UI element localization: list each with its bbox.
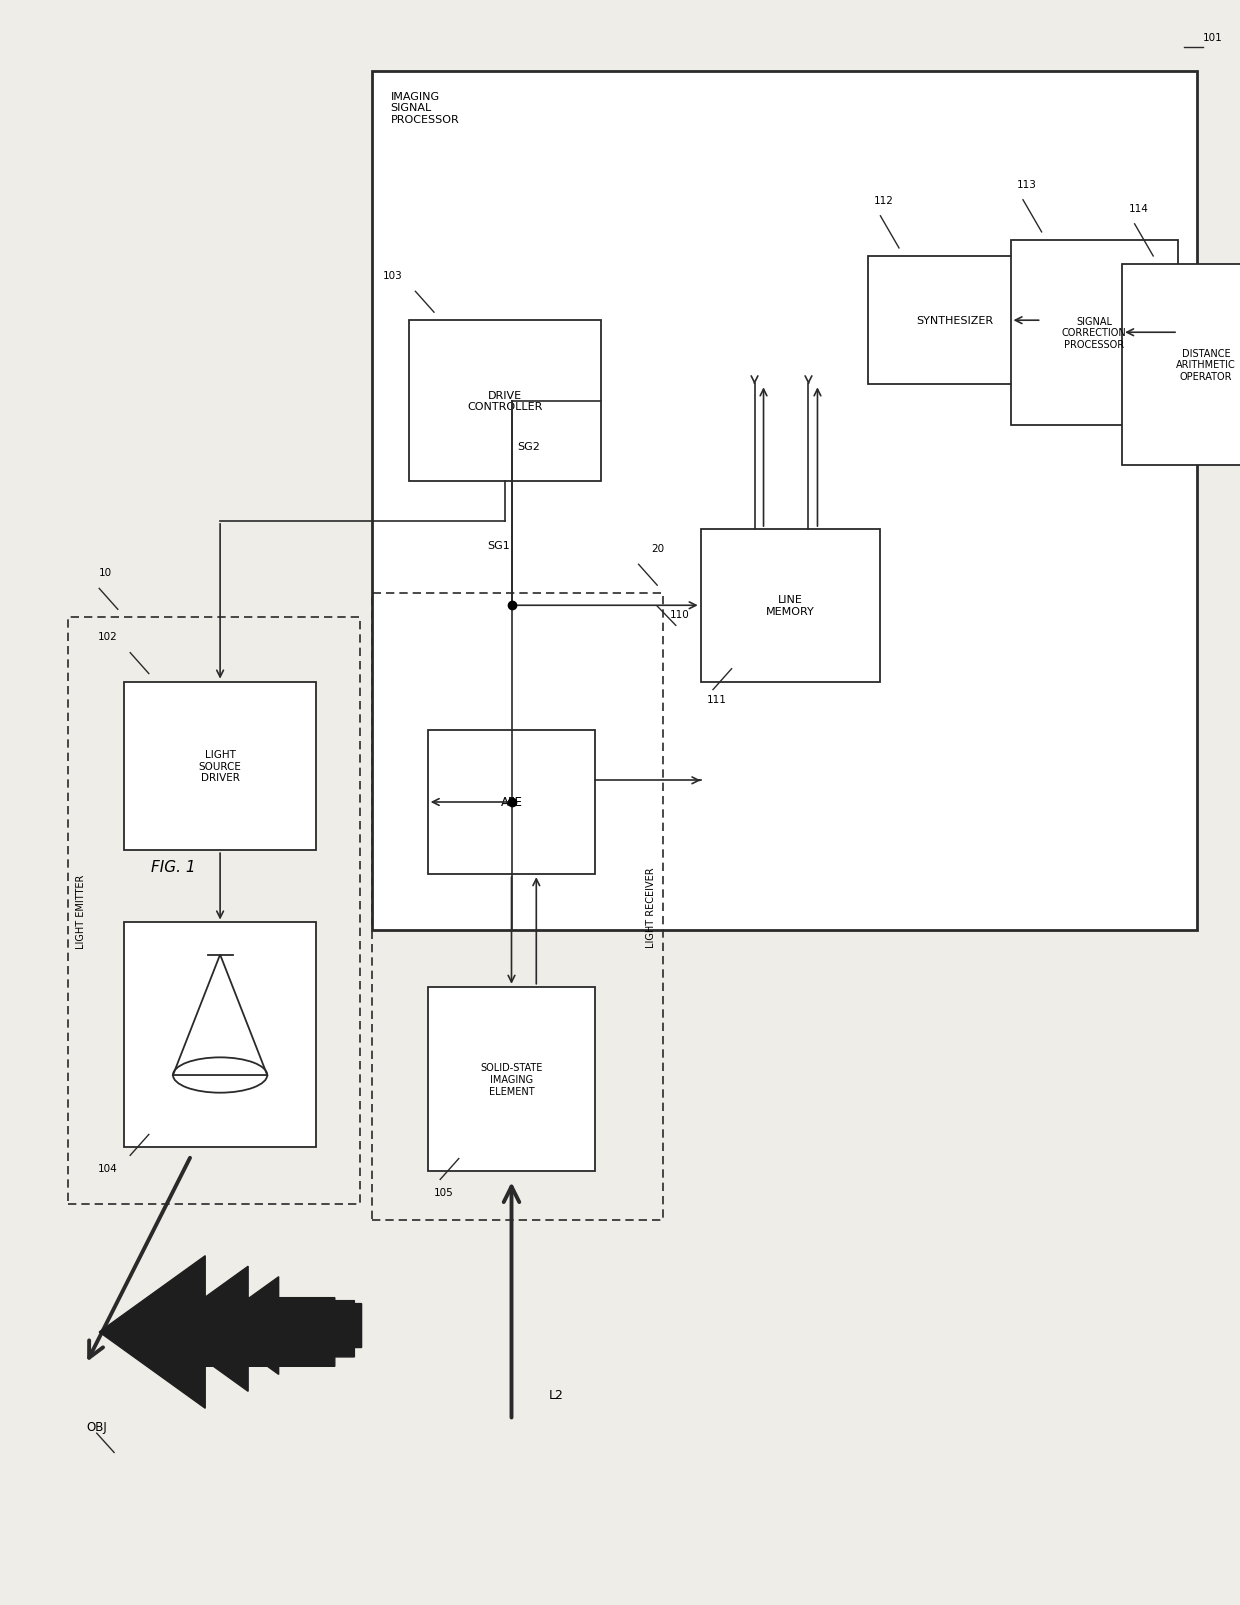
Text: SOLID-STATE
IMAGING
ELEMENT: SOLID-STATE IMAGING ELEMENT <box>480 1063 543 1096</box>
Text: 114: 114 <box>1128 204 1148 213</box>
Text: LIGHT EMITTER: LIGHT EMITTER <box>76 873 86 949</box>
Text: OBJ: OBJ <box>87 1420 108 1433</box>
Bar <box>428 730 595 875</box>
Text: 102: 102 <box>98 632 118 642</box>
Polygon shape <box>161 1266 355 1392</box>
Text: LIGHT RECEIVER: LIGHT RECEIVER <box>646 867 656 947</box>
Text: 111: 111 <box>707 695 727 705</box>
Text: 112: 112 <box>874 196 894 205</box>
Bar <box>124 682 316 851</box>
Text: 104: 104 <box>98 1164 118 1173</box>
Text: LINE
MEMORY: LINE MEMORY <box>766 595 815 616</box>
Text: IMAGING
SIGNAL
PROCESSOR: IMAGING SIGNAL PROCESSOR <box>391 91 459 125</box>
Text: FIG. 1: FIG. 1 <box>151 859 196 875</box>
Bar <box>868 257 1042 385</box>
Text: L1: L1 <box>123 1340 138 1353</box>
Text: LIGHT
SOURCE
DRIVER: LIGHT SOURCE DRIVER <box>198 750 242 783</box>
Text: 113: 113 <box>1017 180 1037 189</box>
Bar <box>409 321 601 482</box>
Bar <box>68 618 360 1204</box>
Bar <box>1122 265 1240 465</box>
Text: SYNTHESIZER: SYNTHESIZER <box>916 316 993 326</box>
Text: 105: 105 <box>434 1188 454 1197</box>
Polygon shape <box>211 1278 362 1374</box>
Text: DISTANCE
ARITHMETIC
OPERATOR: DISTANCE ARITHMETIC OPERATOR <box>1176 348 1236 382</box>
Text: 10: 10 <box>99 568 113 578</box>
Text: 103: 103 <box>383 271 403 281</box>
Text: SG1: SG1 <box>487 541 511 551</box>
Bar <box>428 987 595 1172</box>
Bar <box>372 72 1197 931</box>
Text: 110: 110 <box>670 610 689 620</box>
Text: AFE: AFE <box>501 796 522 809</box>
Text: SG2: SG2 <box>517 441 541 451</box>
Bar <box>701 530 880 682</box>
Bar <box>124 923 316 1148</box>
Text: 101: 101 <box>1203 34 1223 43</box>
Polygon shape <box>99 1255 335 1409</box>
Text: SIGNAL
CORRECTION
PROCESSOR: SIGNAL CORRECTION PROCESSOR <box>1061 316 1127 350</box>
Text: L2: L2 <box>549 1388 563 1401</box>
Bar <box>1011 241 1178 425</box>
Text: DRIVE
CONTROLLER: DRIVE CONTROLLER <box>467 390 543 412</box>
Bar <box>372 594 663 1220</box>
Text: 20: 20 <box>651 544 665 554</box>
